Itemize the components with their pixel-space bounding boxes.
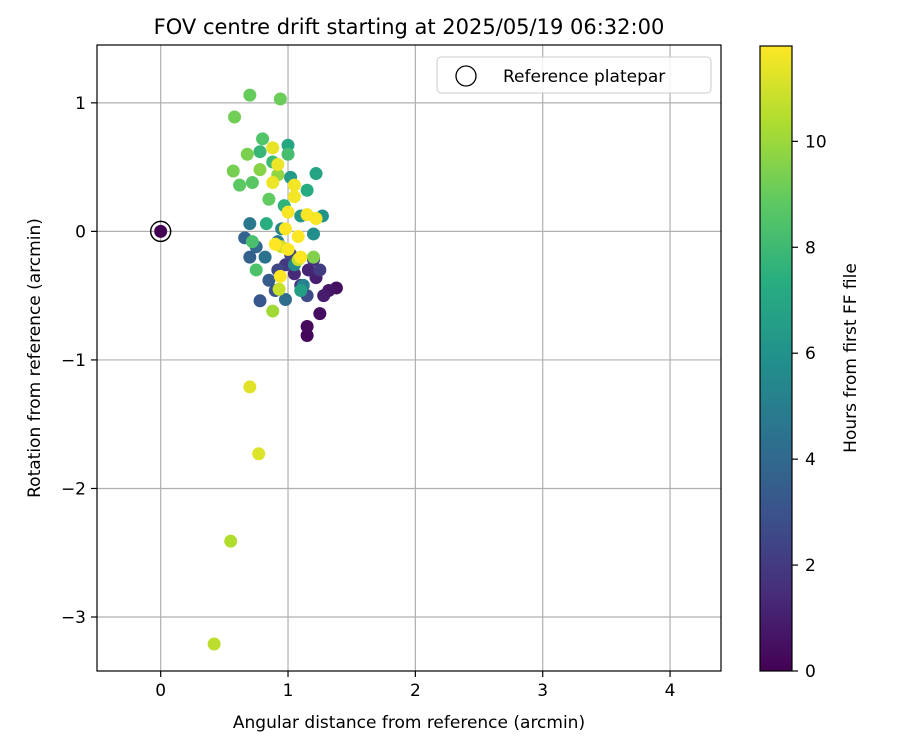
data-point (243, 380, 257, 394)
y-tick-label: 1 (75, 94, 86, 114)
data-point (228, 110, 242, 124)
grid (97, 45, 721, 671)
colorbar: 0 2 4 6 8 10 Hours from first FF file (759, 45, 861, 682)
data-point (294, 250, 308, 264)
data-point (300, 329, 314, 343)
data-point (207, 637, 221, 651)
legend: Reference platepar (436, 56, 712, 94)
data-point (281, 147, 295, 161)
data-point (224, 534, 238, 548)
reference-marker (149, 220, 172, 243)
data-point (245, 176, 259, 190)
data-point (253, 294, 267, 308)
data-point (243, 88, 257, 102)
scatter-points (154, 88, 343, 651)
x-tick-label: 0 (155, 681, 166, 701)
x-tick-label: 1 (283, 681, 294, 701)
data-point (256, 132, 270, 146)
data-point (258, 250, 272, 264)
legend-marker-icon (455, 65, 477, 87)
x-axis-label: Angular distance from reference (arcmin) (233, 713, 585, 733)
data-point (281, 242, 295, 256)
colorbar-label: Hours from first FF file (841, 263, 861, 453)
y-tick-label: −3 (61, 608, 86, 628)
data-point (287, 190, 301, 204)
data-point (273, 269, 287, 283)
data-point (300, 183, 314, 197)
data-point (266, 304, 280, 318)
data-point (268, 237, 282, 251)
data-point (300, 320, 314, 334)
data-point (262, 273, 276, 287)
x-tick-label: 4 (665, 681, 676, 701)
legend-label: Reference platepar (503, 67, 665, 87)
data-point (294, 284, 308, 298)
colorbar-tick-label: 2 (805, 556, 816, 576)
data-point (272, 282, 286, 296)
data-point (309, 167, 323, 181)
x-tick-label: 2 (410, 681, 421, 701)
chart-title: FOV centre drift starting at 2025/05/19 … (154, 15, 665, 39)
data-point (259, 217, 273, 231)
y-tick-label: 0 (75, 222, 86, 242)
data-point (245, 235, 259, 249)
data-point (309, 212, 323, 226)
colorbar-ticks: 0 2 4 6 8 10 (792, 132, 827, 682)
reference-marker-group (149, 220, 172, 243)
axis-ticks: 0 1 2 3 4 −3 −2 −1 0 1 (61, 94, 676, 701)
data-point (243, 217, 257, 231)
data-point (287, 267, 301, 281)
data-point (281, 205, 295, 219)
x-tick-label: 3 (537, 681, 548, 701)
legend-box (436, 56, 712, 94)
data-point (266, 176, 280, 190)
plot-frame (96, 44, 722, 672)
data-point (266, 141, 280, 155)
data-point (253, 163, 267, 177)
data-point (154, 224, 168, 238)
data-point (273, 92, 287, 106)
colorbar-tick-label: 6 (805, 344, 816, 364)
colorbar-tick-label: 0 (805, 662, 816, 682)
data-point (278, 222, 292, 236)
data-point (271, 158, 285, 172)
data-point (249, 263, 263, 277)
colorbar-tick-label: 8 (805, 238, 816, 258)
y-axis-label: Rotation from reference (arcmin) (25, 218, 45, 498)
data-point (313, 307, 327, 321)
data-point (233, 178, 247, 192)
data-point (313, 263, 327, 277)
data-point (253, 145, 267, 159)
data-point (306, 250, 320, 264)
colorbar-tick-label: 4 (805, 450, 816, 470)
data-point (287, 178, 301, 192)
data-point (243, 250, 257, 264)
y-tick-label: −2 (61, 479, 86, 499)
colorbar-bar (759, 45, 793, 672)
data-point (252, 447, 266, 461)
data-point (262, 192, 276, 206)
data-point (281, 138, 295, 152)
data-point (240, 147, 254, 161)
data-point (301, 263, 315, 277)
data-point (291, 230, 305, 244)
data-point (226, 164, 240, 178)
data-point (278, 293, 292, 307)
y-tick-label: −1 (61, 351, 86, 371)
data-point (306, 227, 320, 241)
colorbar-tick-label: 10 (805, 132, 827, 152)
data-point (317, 289, 331, 303)
